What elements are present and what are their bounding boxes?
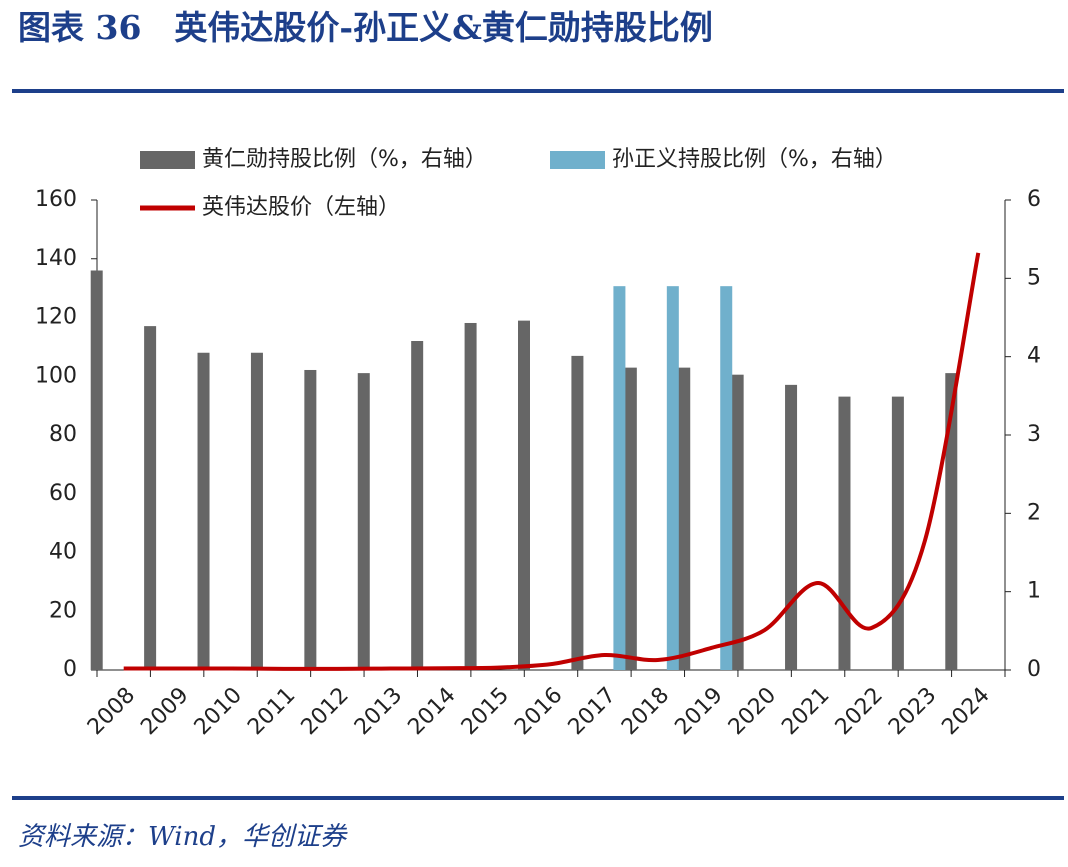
bar [250,352,263,670]
bar [785,384,798,670]
x-tick-label: 2008 [83,683,140,740]
x-tick-label: 2012 [297,683,354,740]
footer-rule [12,796,1064,800]
bar [464,322,477,670]
y-tick-label: 40 [49,540,77,565]
source: 资料来源：Wind，华创证券 [18,822,348,852]
x-tick-label: 2015 [457,683,514,740]
y-tick-label: 60 [49,481,77,506]
y-tick-label: 120 [35,305,77,330]
x-tick-label: 2011 [243,683,300,740]
legend-label: 英伟达股价（左轴） [202,195,400,220]
x-tick-label: 2024 [938,683,995,740]
y2-tick-label: 4 [1027,344,1041,369]
bar [678,367,691,670]
legend-label: 孙正义持股比例（%，右轴） [612,147,897,172]
legend-label: 黄仁勋持股比例（%，右轴） [202,147,487,172]
x-tick-label: 2018 [617,683,674,740]
y2-tick-label: 6 [1027,187,1041,212]
bar [613,286,626,670]
bar [891,396,904,670]
bar [838,396,851,670]
bar [90,270,103,670]
x-tick-label: 2023 [884,683,941,740]
bar [197,352,210,670]
bar [571,355,584,670]
x-tick-label: 2017 [564,683,621,740]
legend-swatch [550,151,605,169]
line-series [123,252,981,671]
y2-tick-label: 0 [1027,657,1041,682]
y-tick-label: 140 [35,246,77,271]
chart-title: 图表 36 英伟达股价-孙正义&黄仁勋持股比例 [18,8,713,47]
x-tick-label: 2022 [831,683,888,740]
legend-swatch [140,151,195,169]
y2-tick-label: 2 [1027,500,1041,525]
y-tick-label: 20 [49,598,77,623]
y-tick-label: 160 [35,187,77,212]
x-tick-label: 2013 [350,683,407,740]
bar [945,373,958,670]
y2-tick-label: 5 [1027,265,1041,290]
y-tick-label: 100 [35,363,77,388]
bar [624,367,637,670]
x-tick-label: 2016 [510,683,567,740]
bar [666,286,679,670]
header-rule [12,89,1064,93]
bar [411,341,424,670]
bar [304,369,317,670]
x-tick-label: 2020 [724,683,781,740]
y-tick-label: 80 [49,422,77,447]
y-tick-label: 0 [63,657,77,682]
y2-tick-label: 3 [1027,422,1041,447]
y2-tick-label: 1 [1027,579,1041,604]
x-tick-label: 2014 [403,683,460,740]
bar [720,286,733,670]
x-tick-label: 2019 [670,683,727,740]
bar [144,326,157,670]
x-tick-label: 2009 [136,683,193,740]
bar [731,374,744,670]
x-tick-label: 2021 [777,683,834,740]
bar [357,373,370,670]
x-tick-label: 2010 [190,683,247,740]
bar [518,320,530,670]
